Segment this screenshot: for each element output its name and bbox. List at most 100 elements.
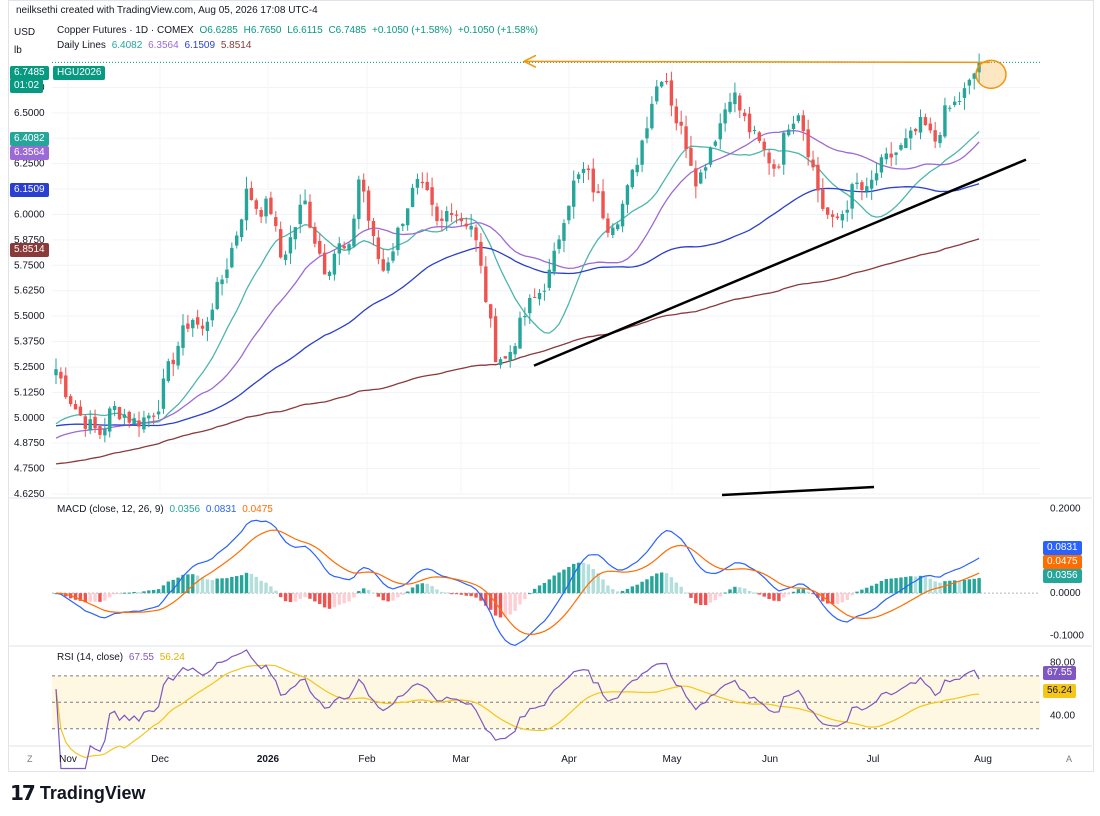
candle-up [547, 269, 552, 288]
price-tick-label: 5.6250 [14, 286, 45, 297]
macd-histogram-bar [679, 586, 683, 594]
candle-down [923, 117, 928, 126]
macd-histogram-bar [215, 578, 219, 594]
macd-histogram-bar [923, 576, 928, 594]
macd-histogram-bar [313, 593, 317, 602]
price-tick-label: 6.0000 [14, 209, 45, 220]
candle-down [484, 266, 488, 302]
macd-histogram-bar [122, 592, 127, 594]
price-tick-label: 5.2500 [14, 362, 45, 373]
candle-down [249, 187, 254, 201]
candle-up [528, 297, 532, 314]
candle-down [430, 187, 434, 205]
macd-histogram-bar [181, 574, 185, 594]
macd-histogram-bar [606, 585, 610, 594]
macd-histogram-bar [674, 582, 679, 594]
unit-label: lb [14, 45, 22, 56]
candle-up [899, 145, 903, 150]
candle-up [977, 62, 981, 73]
candle-down [742, 112, 747, 117]
auto-scale-toggle[interactable]: A [1066, 754, 1073, 764]
macd-histogram-bar [640, 581, 644, 594]
candle-up [103, 429, 107, 436]
ma100-value: 6.1509 [184, 40, 216, 51]
macd-histogram-bar [742, 588, 747, 594]
candle-up [620, 203, 625, 227]
candle-up [405, 208, 410, 226]
symbol-legend[interactable]: Copper Futures · 1D · COMEX O6.6285 H6.7… [57, 25, 541, 36]
candle-down [757, 132, 762, 142]
candle-up [537, 292, 542, 300]
macd-histogram-bar [596, 573, 600, 594]
candle-down [93, 416, 97, 429]
candle-up [396, 227, 400, 251]
currency-unit[interactable]: USD lb [14, 26, 35, 58]
macd-histogram-bar [498, 593, 503, 618]
ma200-value: 5.8514 [220, 40, 252, 51]
candle-down [913, 128, 918, 132]
lines-legend[interactable]: Daily Lines 6.4082 6.3564 6.1509 5.8514 [57, 40, 254, 51]
macd-histogram-bar [425, 583, 429, 594]
candle-up [948, 107, 952, 109]
candle-up [176, 345, 180, 366]
macd-histogram-bar [723, 592, 727, 594]
macd-histogram-bar [249, 573, 254, 594]
time-axis-label: Nov [59, 754, 77, 765]
macd-histogram-bar [767, 593, 771, 600]
chart-frame[interactable] [8, 0, 1094, 772]
macd-histogram-bar [948, 580, 952, 594]
candle-up [894, 152, 898, 155]
macd-histogram-bar [459, 593, 464, 595]
macd-histogram-bar [684, 592, 688, 594]
price-tick-label: 6.5000 [14, 108, 45, 119]
macd-legend[interactable]: MACD (close, 12, 26, 9) 0.0356 0.0831 0.… [57, 504, 276, 515]
candle-up [869, 179, 874, 189]
candle-down [308, 201, 312, 228]
candle-down [811, 159, 815, 168]
candle-up [215, 281, 219, 310]
macd-histogram-bar [801, 589, 805, 594]
macd-histogram-bar [156, 589, 161, 594]
macd-histogram-bar [562, 569, 566, 594]
grid [9, 60, 1092, 747]
candle-up [513, 346, 517, 355]
macd-pane: 0.2000 0.0000 -0.1000 [52, 503, 1084, 647]
candle-up [957, 100, 962, 102]
macd-histogram-bar [791, 591, 796, 594]
macd-histogram-bar [220, 578, 224, 594]
candle-up [713, 141, 718, 146]
macd-histogram-bar [435, 589, 439, 594]
rsi-legend[interactable]: RSI (14, close) 67.55 56.24 [57, 652, 188, 663]
candle-up [723, 109, 727, 124]
macd-histogram-bar [738, 587, 742, 594]
candle-down [171, 359, 175, 365]
candle-down [73, 404, 78, 410]
candle-up [147, 415, 151, 419]
candle-down [474, 227, 478, 241]
macd-histogram-bar [576, 562, 581, 594]
macd-histogram-bar [694, 593, 698, 604]
macd-histogram-bar [972, 578, 976, 594]
candle-down [532, 296, 537, 298]
candle-down [459, 218, 464, 222]
macd-histogram-bar [264, 582, 268, 594]
currency-label: USD [14, 27, 36, 38]
macd-histogram-bar [337, 593, 341, 605]
macd-histogram-bar [405, 591, 410, 594]
macd-histogram-bar [410, 587, 415, 594]
candle-up [909, 130, 913, 139]
macd-histogram-bar [835, 593, 840, 604]
candle-down [684, 126, 688, 150]
candle-up [962, 88, 967, 98]
candle-up [415, 178, 420, 188]
candle-up [518, 317, 522, 349]
macd-histogram-bar [650, 576, 654, 594]
macd-histogram-bar [503, 593, 508, 618]
candle-down [860, 182, 864, 190]
time-axis-label: Jun [762, 754, 778, 765]
macd-histogram-bar [391, 593, 395, 601]
macd-histogram-bar [855, 591, 859, 594]
zoom-toggle[interactable]: Z [27, 754, 33, 764]
macd-histogram-bar [703, 593, 708, 606]
